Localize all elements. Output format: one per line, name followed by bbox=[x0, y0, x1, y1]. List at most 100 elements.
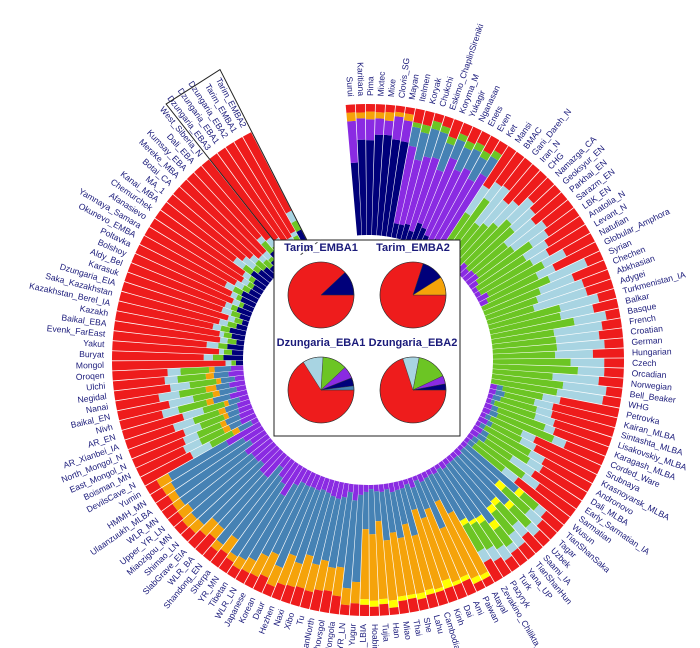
bar-segment-purple bbox=[368, 484, 374, 490]
bar-segment-navy bbox=[241, 290, 259, 304]
bar-segment-purple bbox=[476, 292, 490, 303]
bar-segment-lightblue bbox=[477, 548, 491, 563]
bar-segment-steelblue bbox=[212, 394, 231, 404]
bar-segment-green bbox=[492, 364, 579, 375]
bar-segment-navy bbox=[253, 279, 267, 291]
bar-segment-purple bbox=[469, 428, 480, 438]
bar-segment-green bbox=[475, 241, 533, 285]
bar-segment-red bbox=[124, 424, 176, 450]
bar-segment-green bbox=[227, 321, 238, 329]
bar-segment-green bbox=[486, 305, 535, 325]
bar-segment-red bbox=[218, 557, 234, 574]
bar-segment-red bbox=[483, 558, 503, 583]
bar-segment-red bbox=[173, 186, 254, 260]
bar-segment-green bbox=[489, 416, 523, 436]
bar-segment-red bbox=[598, 328, 624, 340]
bar-segment-red bbox=[592, 298, 619, 313]
bar-segment-purple bbox=[442, 457, 450, 466]
bar-segment-purple bbox=[465, 273, 479, 286]
bar-segment-orange bbox=[226, 551, 238, 563]
bar-segment-steelblue bbox=[295, 489, 327, 565]
bar-segment-steelblue bbox=[496, 384, 504, 391]
bar-segment-lightblue bbox=[231, 298, 241, 307]
bar-segment-orange bbox=[403, 113, 414, 122]
bar-segment-red bbox=[253, 574, 269, 593]
population-label: French bbox=[628, 313, 656, 327]
bar-segment-navy bbox=[391, 223, 399, 239]
bar-segment-steelblue bbox=[224, 414, 241, 426]
bar-segment-red bbox=[345, 104, 356, 113]
bar-segment-green bbox=[189, 378, 217, 389]
bar-segment-green bbox=[291, 220, 301, 233]
bar-segment-green bbox=[192, 409, 220, 425]
bar-segment-red bbox=[145, 480, 161, 495]
bar-segment-red bbox=[552, 242, 600, 272]
bar-segment-green bbox=[178, 386, 207, 398]
bar-segment-orange bbox=[231, 427, 241, 436]
bar-segment-green bbox=[475, 254, 527, 291]
bar-segment-steelblue bbox=[368, 489, 376, 535]
bar-segment-steelblue bbox=[492, 394, 502, 402]
bar-segment-red bbox=[585, 279, 614, 296]
bar-segment-green bbox=[503, 392, 536, 406]
bar-segment-red bbox=[186, 172, 267, 255]
bar-segment-lightblue bbox=[172, 417, 195, 432]
bar-segment-red bbox=[552, 427, 609, 456]
bar-segment-purple bbox=[234, 375, 245, 382]
bar-segment-steelblue bbox=[379, 491, 391, 541]
bar-segment-lightblue bbox=[535, 264, 556, 280]
bar-segment-lightblue bbox=[520, 430, 537, 443]
bar-segment-green bbox=[496, 413, 555, 443]
bar-segment-green bbox=[490, 422, 523, 444]
bar-segment-lightblue bbox=[182, 432, 200, 445]
bar-segment-orange bbox=[304, 563, 320, 593]
bar-segment-lightblue bbox=[182, 407, 205, 421]
bar-segment-red bbox=[598, 376, 624, 388]
bar-segment-red bbox=[135, 244, 233, 297]
bar-segment-green bbox=[486, 273, 539, 304]
bar-segment-purple bbox=[301, 469, 312, 484]
bar-segment-lightblue bbox=[483, 181, 502, 203]
bar-segment-red bbox=[530, 470, 582, 509]
bar-segment-red bbox=[149, 218, 245, 283]
bar-segment-lightblue bbox=[242, 271, 252, 281]
bar-segment-red bbox=[530, 192, 568, 225]
bar-segment-yellow bbox=[460, 574, 470, 583]
bar-segment-purple bbox=[471, 286, 479, 294]
bar-segment-steelblue bbox=[212, 469, 264, 524]
highlight-bracket bbox=[165, 68, 313, 264]
bar-segment-navy bbox=[357, 139, 367, 236]
bar-segment-steelblue bbox=[408, 126, 421, 148]
bar-segment-navy bbox=[386, 141, 409, 238]
bar-segment-green bbox=[493, 525, 513, 548]
bar-segment-red bbox=[541, 457, 593, 492]
bar-segment-red bbox=[533, 436, 602, 475]
bar-segment-red bbox=[536, 519, 557, 540]
bar-segment-lightblue bbox=[559, 293, 600, 312]
bar-segment-lightblue bbox=[168, 395, 195, 408]
bar-segment-green bbox=[473, 142, 485, 153]
population-label: Khovsgol bbox=[311, 619, 327, 648]
bar-segment-green bbox=[209, 430, 235, 448]
bar-segment-steelblue bbox=[168, 440, 229, 481]
bar-segment-navy bbox=[240, 296, 257, 308]
bar-segment-lightblue bbox=[541, 249, 567, 268]
bar-segment-red bbox=[174, 520, 189, 535]
bar-segment-red bbox=[417, 597, 429, 611]
bar-segment-steelblue bbox=[336, 491, 353, 568]
bar-segment-purple bbox=[249, 430, 268, 445]
admixture-bars bbox=[112, 104, 624, 616]
bar-segment-steelblue bbox=[228, 419, 243, 431]
bar-segment-purple bbox=[399, 159, 422, 226]
bar-segment-lightblue bbox=[465, 185, 490, 216]
bar-segment-lightblue bbox=[551, 435, 567, 449]
bar-segment-red bbox=[483, 135, 500, 155]
bar-segment-purple bbox=[238, 408, 255, 419]
bar-segment-purple bbox=[374, 118, 385, 136]
bar-segment-yellow bbox=[494, 480, 506, 492]
bar-segment-purple bbox=[225, 421, 262, 446]
bar-segment-purple bbox=[242, 425, 265, 443]
bar-segment-navy bbox=[405, 230, 414, 243]
bar-segment-lightblue bbox=[164, 375, 178, 385]
bar-segment-red bbox=[155, 495, 173, 512]
